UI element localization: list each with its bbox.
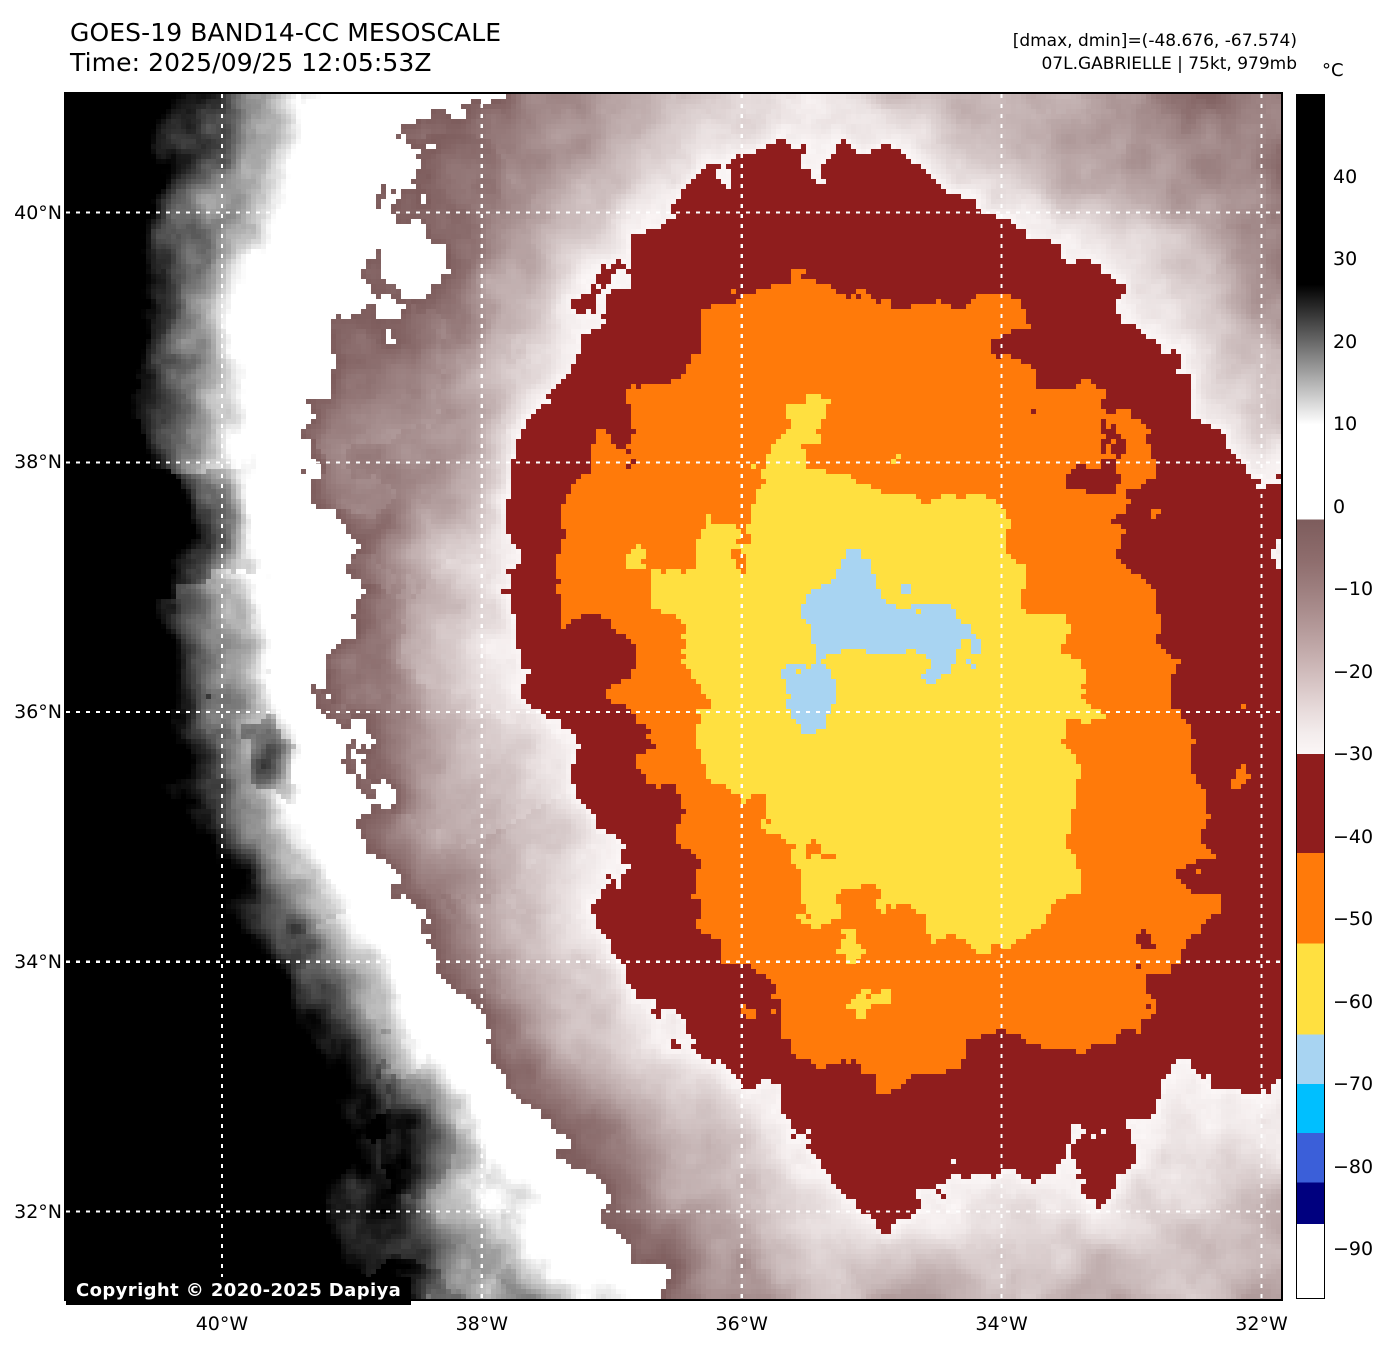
y-tick-label: 32°N xyxy=(14,1201,62,1223)
title-block: GOES-19 BAND14-CC MESOSCALE Time: 2025/0… xyxy=(70,18,501,78)
colorbar-tick-label: −60 xyxy=(1333,991,1373,1013)
x-tick-label: 38°W xyxy=(456,1313,508,1335)
timestamp-label: Time: 2025/09/25 12:05:53Z xyxy=(70,48,501,78)
dmax-dmin-label: [dmax, dmin]=(-48.676, -67.574) xyxy=(1013,30,1297,53)
colorbar-tick-label: 20 xyxy=(1333,331,1357,353)
y-tick-label: 34°N xyxy=(14,951,62,973)
satellite-image-plot[interactable] xyxy=(66,94,1281,1299)
x-tick-label: 32°W xyxy=(1235,1313,1287,1335)
colorbar-unit-label: °C xyxy=(1322,60,1344,81)
page-title: GOES-19 BAND14-CC MESOSCALE xyxy=(70,18,501,48)
colorbar-tick-label: 30 xyxy=(1333,248,1357,270)
colorbar-tick-label: −20 xyxy=(1333,661,1373,683)
y-tick-label: 40°N xyxy=(14,202,62,224)
x-tick-label: 40°W xyxy=(196,1313,248,1335)
colorbar-tick-label: −10 xyxy=(1333,578,1373,600)
y-tick-label: 38°N xyxy=(14,451,62,473)
colorbar-tick-label: −80 xyxy=(1333,1156,1373,1178)
colorbar-tick-label: −90 xyxy=(1333,1238,1373,1260)
x-tick-label: 36°W xyxy=(715,1313,767,1335)
copyright-watermark: Copyright © 2020-2025 Dapiya xyxy=(66,1277,412,1305)
storm-info-label: 07L.GABRIELLE | 75kt, 979mb xyxy=(1013,53,1297,76)
y-tick-label: 36°N xyxy=(14,701,62,723)
metadata-block: [dmax, dmin]=(-48.676, -67.574) 07L.GABR… xyxy=(1013,30,1297,76)
colorbar-tick-label: 10 xyxy=(1333,413,1357,435)
colorbar-tick-label: −40 xyxy=(1333,826,1373,848)
colorbar-tick-label: −70 xyxy=(1333,1073,1373,1095)
colorbar-tick-label: 40 xyxy=(1333,166,1357,188)
colorbar-tick-label: −30 xyxy=(1333,743,1373,765)
colorbar-tick-label: −50 xyxy=(1333,908,1373,930)
x-tick-label: 34°W xyxy=(975,1313,1027,1335)
colorbar[interactable] xyxy=(1296,94,1325,1299)
colorbar-tick-label: 0 xyxy=(1333,496,1345,518)
